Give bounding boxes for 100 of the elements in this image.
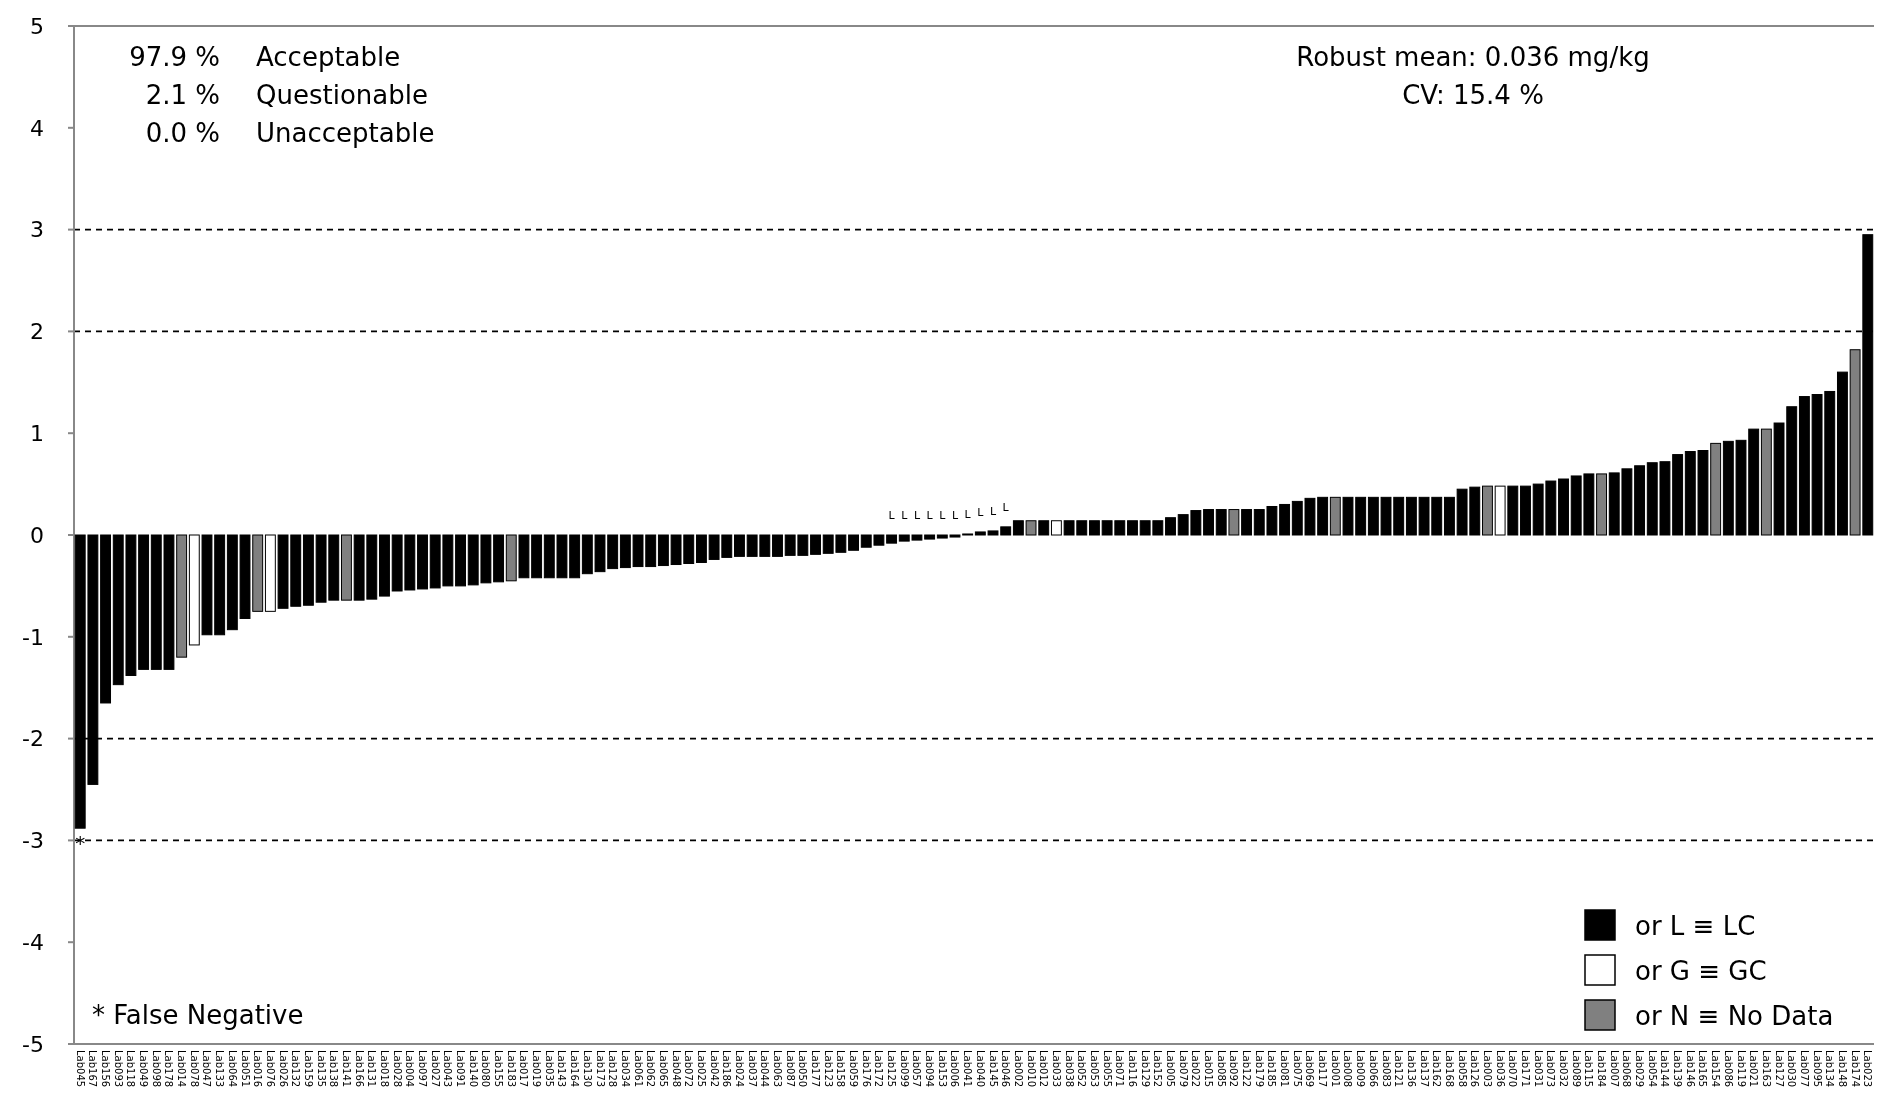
x-tick-label: Lab116 [1126, 1050, 1138, 1088]
y-tick-label: 4 [30, 115, 44, 141]
x-tick-label: Lab130 [581, 1050, 593, 1088]
x-tick-label: Lab026 [277, 1050, 289, 1088]
bar [100, 534, 112, 704]
bar [1203, 509, 1214, 536]
x-tick-label: Lab054 [1646, 1050, 1658, 1088]
annotation: Unacceptable [256, 118, 435, 148]
x-tick-label: Lab158 [835, 1050, 847, 1088]
x-tick-label: Lab066 [1367, 1050, 1379, 1088]
x-tick-label: Lab030 [1786, 1050, 1798, 1088]
annotation: 97.9 % [129, 42, 220, 72]
x-tick-label: Lab059 [848, 1050, 860, 1088]
x-tick-label: Lab165 [1697, 1050, 1709, 1088]
x-tick-label: Lab186 [721, 1050, 733, 1088]
x-tick-label: Lab144 [1659, 1050, 1671, 1088]
legend-label: or G ≡ GC [1635, 956, 1767, 986]
annotation: 0.0 % [145, 118, 220, 148]
x-tick-label: Lab012 [1038, 1050, 1050, 1088]
annotation: Questionable [256, 80, 428, 110]
x-tick-label: Lab033 [1050, 1050, 1062, 1088]
x-tick-label: Lab115 [1583, 1050, 1595, 1088]
x-tick-label: Lab045 [74, 1050, 86, 1088]
x-tick-label: Lab098 [150, 1050, 162, 1088]
x-tick-label: Lab183 [505, 1050, 517, 1088]
x-tick-label: Lab172 [873, 1050, 885, 1088]
bar [341, 534, 352, 601]
x-tick-label: Lab038 [1063, 1050, 1075, 1088]
x-tick-label: Lab128 [607, 1050, 619, 1088]
x-tick-label: Lab070 [1507, 1050, 1519, 1088]
bar [379, 534, 390, 597]
x-tick-label: Lab041 [962, 1050, 974, 1088]
x-tick-label: Lab064 [226, 1050, 238, 1088]
legend-label: or L ≡ LC [1635, 911, 1756, 941]
x-tick-label: Lab071 [1114, 1050, 1126, 1088]
x-tick-label: Lab094 [924, 1050, 936, 1088]
x-tick-label: Lab004 [404, 1050, 416, 1088]
bar [1089, 520, 1100, 536]
x-tick-label: Lab152 [1152, 1050, 1164, 1088]
x-tick-label: Lab065 [657, 1050, 669, 1088]
bar [1596, 473, 1607, 536]
x-tick-label: Lab136 [1405, 1050, 1417, 1088]
x-tick-label: Lab003 [1481, 1050, 1493, 1088]
x-tick-label: Lab072 [683, 1050, 695, 1088]
x-tick-label: Lab145 [987, 1050, 999, 1088]
bar [493, 534, 505, 583]
x-tick-label: Lab053 [1088, 1050, 1100, 1088]
x-tick-label: Lab006 [949, 1050, 961, 1088]
x-tick-label: Lab121 [1393, 1050, 1405, 1088]
x-tick-label: Lab043 [442, 1050, 454, 1088]
x-tick-label: Lab179 [1253, 1050, 1265, 1088]
x-tick-label: Lab061 [632, 1050, 644, 1088]
x-tick-label: Lab163 [1760, 1050, 1772, 1088]
x-tick-label: Lab132 [290, 1050, 302, 1088]
x-tick-label: Lab073 [1545, 1050, 1557, 1088]
y-tick-label: 5 [30, 13, 44, 39]
x-tick-label: Lab135 [315, 1050, 327, 1088]
x-tick-label: Lab091 [455, 1050, 467, 1088]
x-tick-label: Lab015 [1203, 1050, 1215, 1088]
y-tick-label: -5 [22, 1031, 44, 1057]
x-tick-label: Lab129 [1139, 1050, 1151, 1088]
x-tick-label: Lab174 [1849, 1050, 1861, 1088]
x-tick-label: Lab126 [1469, 1050, 1481, 1088]
annotation: L [977, 505, 985, 519]
x-tick-label: Lab162 [1431, 1050, 1443, 1088]
x-tick-label: Lab118 [125, 1050, 137, 1088]
x-tick-label: Lab017 [518, 1050, 530, 1088]
x-tick-label: Lab055 [1101, 1050, 1113, 1088]
x-tick-label: Lab077 [1798, 1050, 1810, 1088]
x-tick-label: Lab083 [1380, 1050, 1392, 1088]
y-tick-label: -4 [22, 929, 44, 955]
x-tick-label: Lab029 [1634, 1050, 1646, 1088]
x-tick-label: Lab139 [1672, 1050, 1684, 1088]
y-tick-label: 3 [30, 217, 44, 243]
x-tick-label: Lab122 [1241, 1050, 1253, 1088]
x-tick-label: Lab167 [87, 1050, 99, 1088]
x-tick-label: Lab079 [1177, 1050, 1189, 1088]
annotation: L [989, 504, 997, 518]
x-tick-label: Lab021 [1748, 1050, 1760, 1088]
annotation: L [964, 507, 972, 521]
annotation: L [901, 509, 909, 522]
y-tick-label: 1 [30, 420, 44, 446]
bar [772, 534, 783, 557]
x-tick-label: Lab075 [1291, 1050, 1303, 1088]
annotation: L [888, 509, 896, 522]
x-tick-label: Lab052 [1076, 1050, 1088, 1088]
x-tick-label: Lab042 [708, 1050, 720, 1088]
x-tick-label: Lab085 [1215, 1050, 1227, 1088]
x-tick-label: Lab034 [619, 1050, 631, 1088]
annotation: L [939, 509, 947, 522]
x-tick-label: Lab155 [493, 1050, 505, 1088]
bar [1836, 371, 1848, 536]
x-tick-label: Lab068 [1621, 1050, 1633, 1088]
x-tick-label: Lab008 [1342, 1050, 1354, 1088]
x-tick-label: Lab007 [1608, 1050, 1620, 1088]
x-tick-label: Lab148 [1836, 1050, 1848, 1088]
x-tick-label: Lab025 [695, 1050, 707, 1088]
annotation: Acceptable [256, 42, 401, 72]
x-tick-label: Lab080 [480, 1050, 492, 1088]
x-tick-label: Lab117 [1317, 1050, 1329, 1088]
